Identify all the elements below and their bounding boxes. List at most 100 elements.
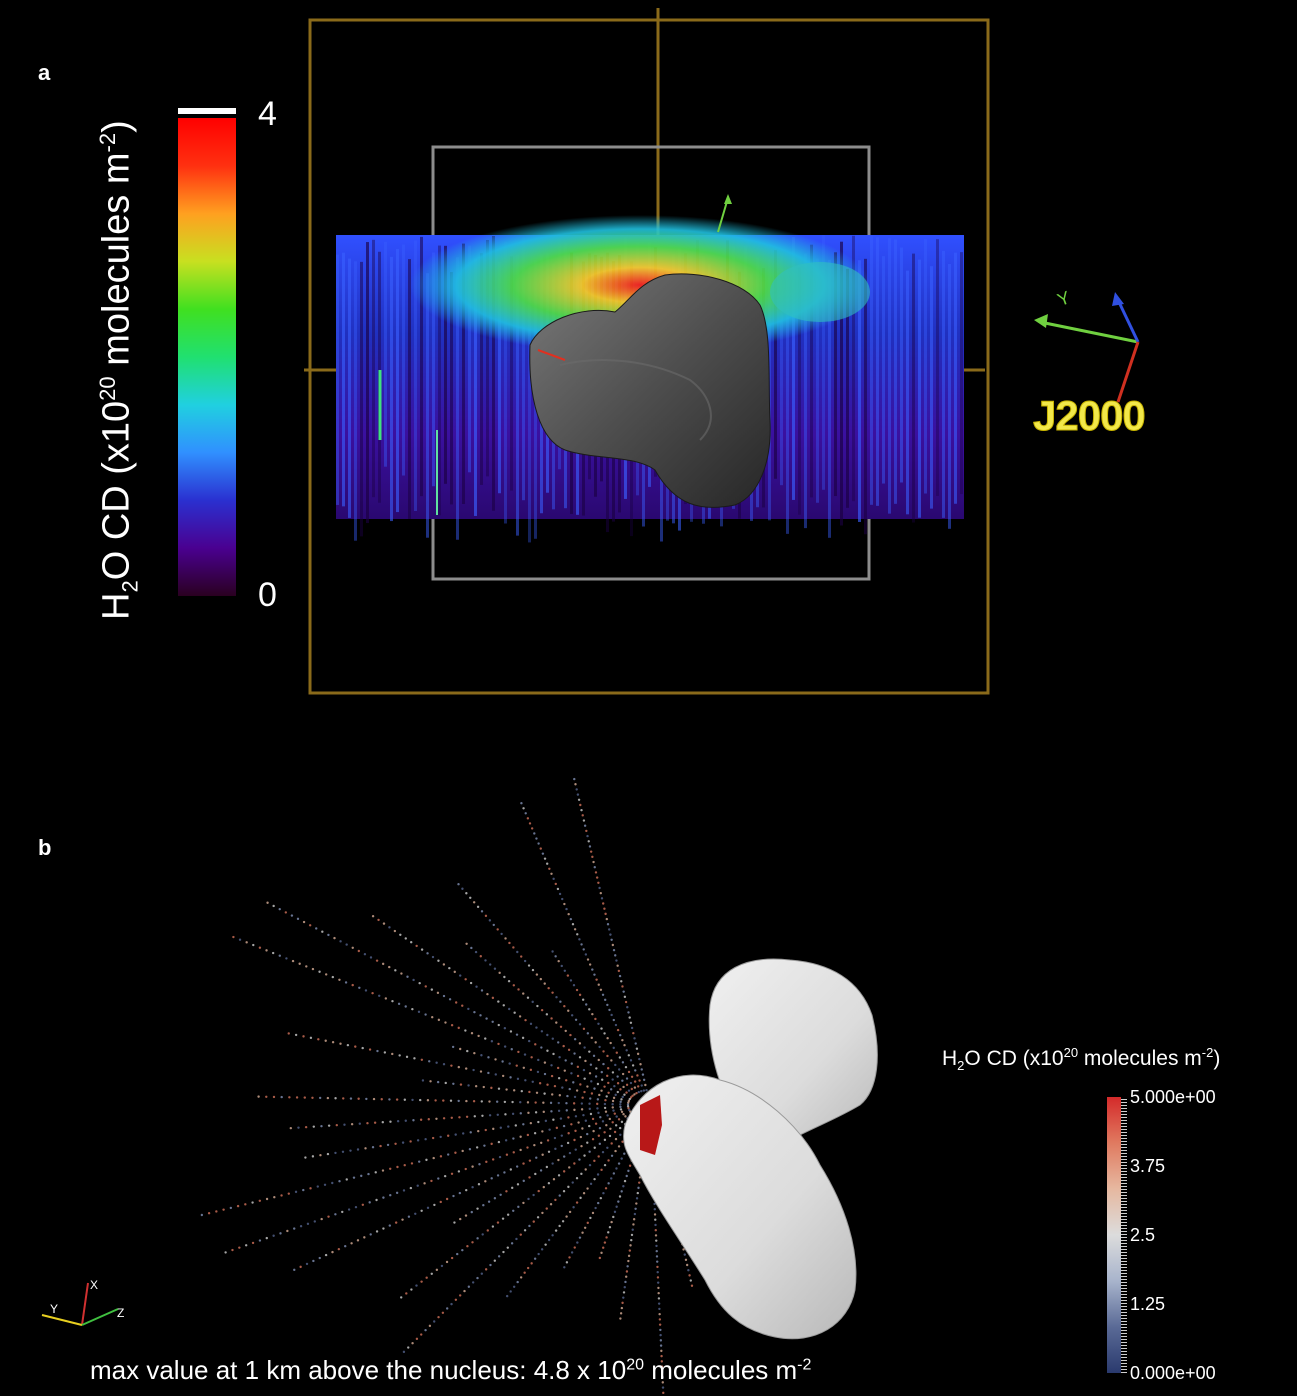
gas-particle [481, 1114, 484, 1117]
gas-particle [476, 1276, 479, 1280]
gas-particle [457, 1026, 460, 1030]
gas-particle [627, 1099, 631, 1103]
gas-particle [622, 1291, 626, 1294]
gas-particle [519, 1135, 522, 1138]
gas-particle [568, 1210, 572, 1214]
gas-particle [596, 1173, 600, 1176]
gas-particle [621, 1095, 624, 1099]
gas-particle [557, 1109, 561, 1113]
gas-particle [397, 1002, 401, 1006]
gas-particle [557, 1101, 560, 1105]
gas-particle [511, 1100, 514, 1104]
gas-particle [607, 1231, 610, 1234]
gas-particle [599, 891, 602, 895]
gas-particle [640, 1068, 643, 1071]
gas-particle [591, 855, 594, 859]
gas-particle [588, 1050, 591, 1053]
density-stripe [942, 250, 945, 518]
gas-particle [606, 1146, 609, 1150]
gas-particle [311, 1096, 314, 1099]
gas-particle [537, 1252, 540, 1256]
gas-particle [471, 1281, 475, 1284]
gas-particle [437, 959, 440, 962]
gas-particle [544, 1243, 547, 1246]
density-stripe [336, 254, 339, 505]
gas-particle [524, 812, 527, 815]
gas-particle [407, 1346, 410, 1349]
gas-particle [500, 932, 503, 936]
gas-particle [504, 937, 507, 940]
gas-particle [395, 1098, 399, 1101]
gas-particle [258, 1239, 262, 1242]
gas-particle [620, 1306, 624, 1310]
gas-particle [625, 1174, 628, 1178]
gas-particle [655, 1239, 658, 1242]
gas-jet-particles [200, 777, 694, 1395]
gas-particle [596, 1098, 600, 1101]
gas-particle [571, 1181, 574, 1184]
gas-particle [484, 914, 488, 918]
nucleus-red-axis [537, 349, 566, 361]
gas-particle [337, 1247, 341, 1251]
gas-particle [606, 923, 610, 926]
gas-particle [563, 902, 566, 906]
gas-particle [480, 910, 484, 913]
gas-particle [629, 1244, 632, 1247]
gas-particle [382, 922, 386, 925]
gas-particle [656, 1281, 660, 1284]
gas-particle [491, 1020, 494, 1023]
gas-particle [617, 1162, 621, 1165]
gas-particle [287, 1192, 290, 1195]
gas-particle [303, 1096, 306, 1099]
gas-particle [426, 1206, 430, 1210]
gas-particle [614, 1137, 618, 1141]
gas-particle [403, 1164, 406, 1167]
gas-particle [453, 1221, 456, 1224]
gas-particle [445, 1260, 449, 1264]
gas-particle [621, 1038, 624, 1042]
gas-particle [449, 1099, 453, 1102]
gas-particle [619, 1105, 622, 1109]
gas-particle [657, 1297, 661, 1300]
gas-particle [603, 1106, 607, 1110]
gas-particle [379, 1144, 382, 1148]
density-stripe [852, 235, 855, 502]
gas-particle [266, 901, 269, 904]
gas-particle [612, 1096, 616, 1100]
gas-particle [471, 1186, 474, 1189]
density-stripe [468, 245, 471, 473]
gas-particle [466, 1049, 469, 1053]
gas-particle [473, 1115, 476, 1118]
gas-particle [605, 1124, 608, 1127]
gas-particle [602, 1062, 605, 1066]
colorbar-b-tick-max: 5.000e+00 [1130, 1087, 1216, 1107]
gas-particle [600, 897, 604, 900]
gas-particle [620, 1190, 623, 1193]
gas-particle [595, 1067, 598, 1070]
gas-particle [517, 1205, 520, 1209]
gas-particle [490, 1177, 493, 1180]
gas-particle [372, 1097, 376, 1101]
gas-particle [517, 988, 520, 991]
gas-particle [662, 1391, 665, 1395]
gas-particle [311, 1155, 315, 1158]
colorbar-a-gradient [178, 118, 236, 596]
gas-particle [368, 1048, 372, 1051]
density-stripe [882, 256, 885, 484]
gas-particle [633, 1037, 636, 1040]
gas-particle [562, 1124, 566, 1128]
gas-particle [661, 1386, 665, 1389]
gas-particle [557, 1158, 560, 1162]
gas-particle [405, 1055, 409, 1059]
axis-y-label: Y [50, 1302, 58, 1316]
gas-particle [621, 1140, 624, 1143]
gas-particle [635, 1197, 639, 1200]
gas-particle [439, 1155, 443, 1158]
gas-particle [578, 1158, 581, 1161]
gas-particle [442, 963, 446, 966]
gas-particle [653, 1202, 656, 1206]
gas-particle [657, 1302, 661, 1305]
density-stripe [804, 253, 807, 529]
gas-particle [222, 1208, 225, 1211]
gas-particle [616, 1090, 620, 1094]
